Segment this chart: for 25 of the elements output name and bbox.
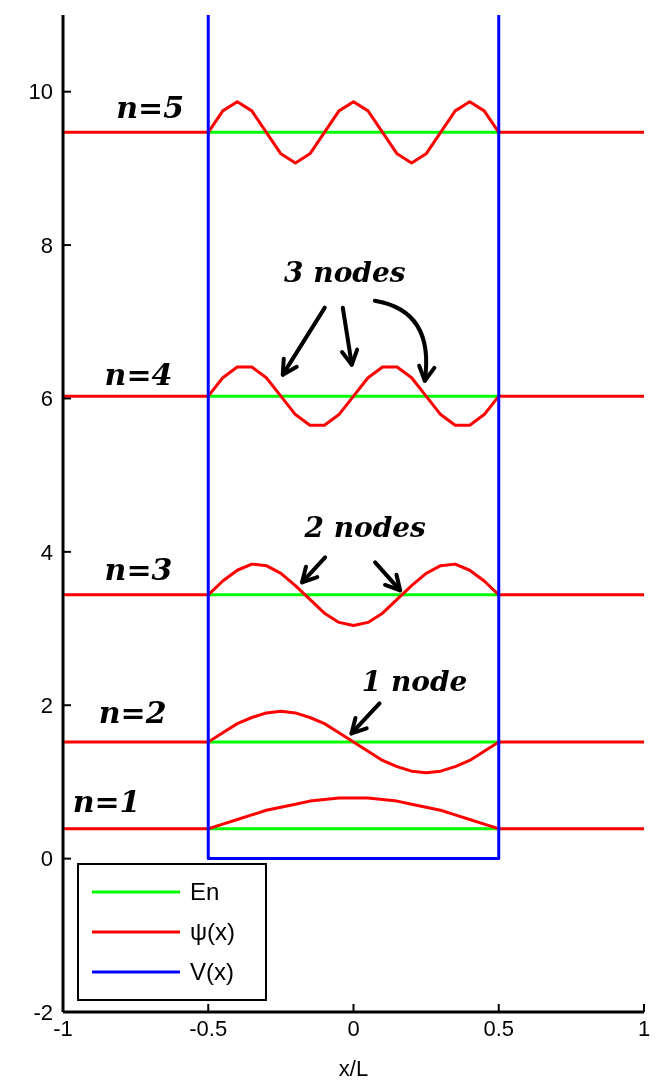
y-tick-label: 6 xyxy=(40,386,53,412)
annotation: 3 nodes xyxy=(284,256,406,290)
legend-label: ψ(x) xyxy=(190,918,236,946)
annotation: n=3 xyxy=(104,551,173,587)
y-tick-label: 10 xyxy=(28,79,53,105)
annotation: n=5 xyxy=(116,89,185,125)
x-tick-label: 0.5 xyxy=(483,1016,515,1041)
legend-label: En xyxy=(190,878,220,906)
x-tick-label: 0 xyxy=(347,1016,360,1041)
legend-label: V(x) xyxy=(190,958,234,986)
y-tick-label: 2 xyxy=(40,692,53,718)
x-axis-title: x/L xyxy=(338,1056,369,1081)
y-tick-label: 8 xyxy=(40,232,53,258)
x-tick-label: -0.5 xyxy=(189,1016,228,1041)
y-tick-label: -2 xyxy=(33,999,53,1025)
x-tick-label: -1 xyxy=(53,1016,73,1041)
annotation: n=4 xyxy=(104,357,173,393)
annotation: 2 nodes xyxy=(303,511,427,545)
annotation: n=1 xyxy=(72,783,141,819)
x-tick-label: 1 xyxy=(637,1016,651,1041)
annotation: 1 node xyxy=(361,665,468,699)
y-tick-label: 4 xyxy=(40,539,53,565)
annotation: n=2 xyxy=(98,695,167,731)
line-series xyxy=(63,365,644,427)
y-tick-label: 0 xyxy=(40,846,53,872)
